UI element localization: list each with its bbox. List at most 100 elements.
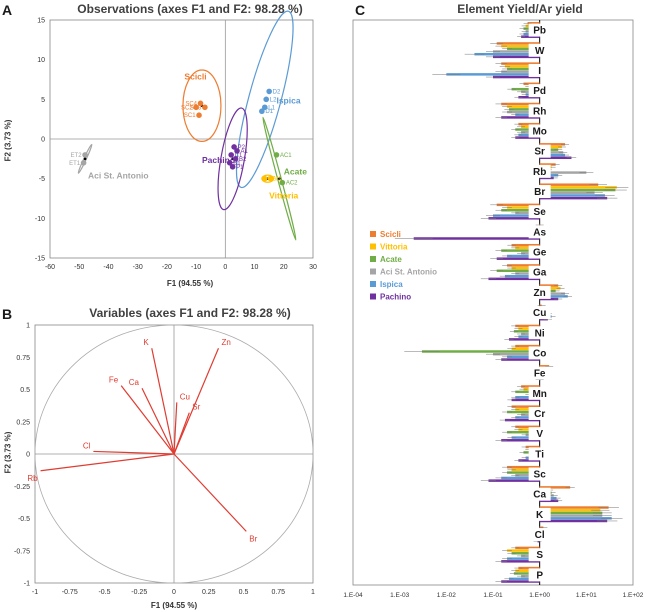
yield-bar — [511, 398, 540, 402]
category-label-bg — [528, 487, 551, 501]
category-label: Zn — [534, 288, 546, 299]
y-tick-label: -5 — [39, 176, 45, 183]
yield-bar — [507, 430, 540, 434]
yield-bar — [515, 395, 540, 399]
observation-label: B1 — [233, 161, 241, 167]
confidence-ellipse — [182, 69, 222, 142]
yield-bar — [501, 102, 540, 106]
yield-bar — [511, 405, 540, 408]
yield-bar — [515, 272, 540, 275]
yield-bar — [501, 209, 540, 212]
yield-bar — [493, 50, 540, 53]
observation-point — [234, 148, 240, 154]
category-label-bg — [528, 366, 551, 380]
category-label: V — [536, 429, 543, 440]
yield-bar — [518, 566, 540, 570]
x-tick-label: -0.75 — [62, 589, 78, 596]
category-label: Pd — [533, 86, 546, 97]
yield-bar — [501, 70, 540, 73]
yield-bar — [508, 108, 540, 111]
yield-bar — [511, 552, 540, 555]
category-label: Br — [534, 187, 545, 198]
yield-bar — [539, 297, 559, 301]
panel-b-label: B — [2, 306, 13, 322]
panel-c-label: C — [355, 2, 366, 18]
yield-bar — [521, 35, 540, 38]
yield-bar — [496, 269, 540, 273]
category-label-bg — [528, 285, 551, 299]
y-tick-label: 0 — [41, 137, 45, 144]
confidence-ellipse — [217, 107, 248, 211]
yield-bar — [539, 196, 608, 200]
category-label-bg — [528, 507, 551, 521]
yield-bar — [515, 474, 540, 477]
x-tick-label: 0.75 — [271, 589, 285, 596]
yield-bar — [504, 274, 540, 278]
observation-label: AC2 — [286, 181, 298, 187]
observation-point — [266, 88, 272, 95]
variable-label: Cl — [83, 441, 91, 450]
panel-b-title: Variables (axes F1 and F2: 98.28 %) — [89, 306, 291, 320]
yield-bar — [515, 408, 540, 411]
yield-bar — [515, 416, 540, 419]
legend-entry: Aci St. Antonio — [380, 268, 437, 277]
category-label-bg — [528, 144, 551, 158]
yield-bar — [515, 113, 540, 116]
yield-bar — [507, 206, 540, 209]
observation-point — [202, 104, 208, 111]
panel-a-xlabel: F1 (94.55 %) — [166, 279, 214, 288]
yield-bar — [539, 156, 572, 160]
yield-bar — [539, 511, 603, 515]
legend-swatch — [370, 293, 376, 300]
y-tick-label: 5 — [41, 97, 45, 104]
category-label: P — [536, 570, 543, 581]
variable-label: Rb — [27, 474, 38, 483]
category-label: Mo — [532, 126, 546, 137]
category-label: Fe — [534, 369, 546, 380]
panel-b-xlabel: F1 (94.55 %) — [150, 601, 198, 610]
legend-entry: Acate — [380, 255, 402, 264]
y-tick-label: 0.5 — [20, 387, 30, 394]
yield-bar — [496, 42, 540, 45]
yield-bar — [518, 96, 540, 99]
yield-bar — [515, 546, 540, 550]
category-label: Sc — [534, 470, 547, 481]
group-label: Vittoria — [269, 191, 298, 201]
observation-label: D1 — [265, 109, 273, 115]
category-label: Rb — [533, 167, 546, 178]
observation-point — [267, 175, 274, 182]
category-label: Co — [533, 348, 546, 359]
yield-bar — [421, 350, 540, 353]
category-label-bg — [528, 164, 551, 178]
yield-bar — [511, 243, 540, 247]
x-tick-label: -0.25 — [131, 589, 147, 596]
x-tick-label: -30 — [133, 264, 143, 271]
yield-bar — [539, 143, 566, 146]
category-label: I — [538, 66, 541, 77]
category-label: Pb — [533, 26, 546, 37]
yield-bar — [539, 517, 612, 520]
observation-point — [273, 152, 280, 158]
yield-bar — [501, 560, 540, 563]
panel-a-title: Observations (axes F1 and F2: 98.28 %) — [77, 2, 303, 16]
yield-bar — [493, 55, 540, 59]
category-label-bg — [528, 23, 551, 37]
confidence-ellipse — [262, 116, 297, 241]
yield-bar — [539, 171, 587, 174]
observation-label: V1 — [274, 177, 282, 183]
x-tick-label: 10 — [251, 264, 259, 271]
yield-bar — [446, 73, 540, 76]
yield-bar — [513, 572, 540, 575]
category-label-bg — [528, 406, 551, 420]
yield-bar — [511, 347, 540, 351]
variable-vector — [120, 385, 175, 455]
yield-bar — [493, 75, 540, 79]
yield-bar — [539, 151, 564, 154]
group-label: Ispica — [276, 95, 300, 105]
category-label-bg — [528, 63, 551, 77]
group-label: Aci St. Antonio — [88, 171, 149, 181]
yield-bar — [501, 62, 540, 65]
x-tick-label: 1.E-03 — [390, 592, 410, 599]
